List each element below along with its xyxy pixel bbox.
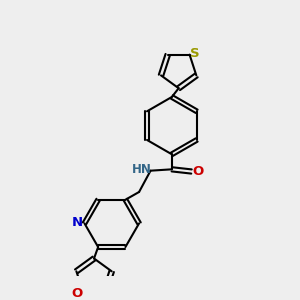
Text: S: S <box>190 47 199 60</box>
Text: N: N <box>72 216 83 229</box>
Text: O: O <box>71 287 83 300</box>
Text: O: O <box>192 165 203 178</box>
Text: HN: HN <box>132 163 152 176</box>
